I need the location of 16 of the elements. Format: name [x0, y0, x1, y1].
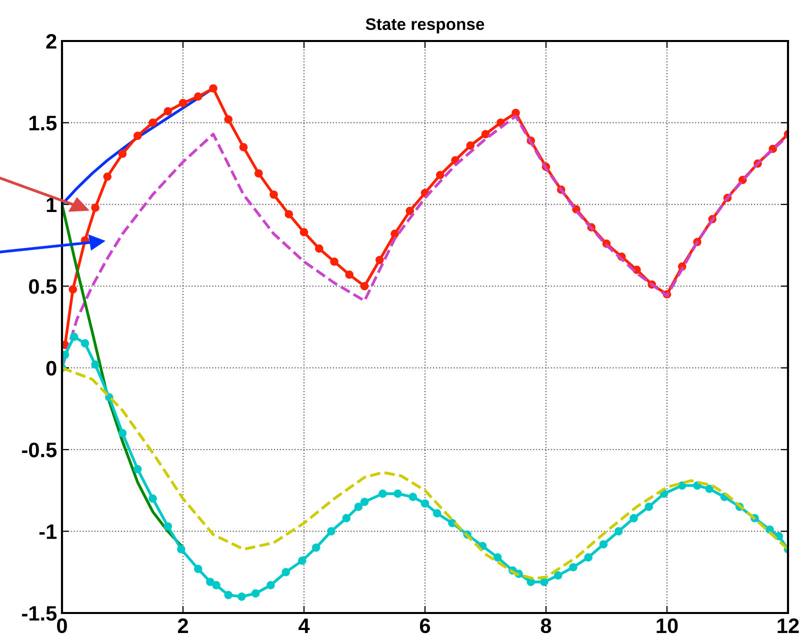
x-tick-label: 0 [57, 618, 67, 634]
y-tick-label: 1.5 [29, 116, 57, 130]
x-tick-label: 12 [778, 618, 799, 633]
y-tick-label: -0.5 [22, 442, 57, 458]
x-tick-label: 10 [656, 618, 678, 634]
y-tick-label: -1.5 [22, 606, 57, 621]
y-tick-label: -1 [39, 524, 57, 539]
y-tick-label: 0.5 [29, 279, 57, 294]
x-tick-label: 2 [178, 618, 188, 633]
x-tick-label: 4 [298, 618, 310, 633]
y-tick-label: 1 [46, 198, 57, 212]
x-tick-label: 8 [540, 618, 552, 634]
y-tick-label: 2 [46, 34, 56, 49]
x-tick-label: 6 [420, 618, 430, 634]
chart-title: State response [366, 18, 484, 34]
y-tick-label: 0 [46, 360, 56, 376]
